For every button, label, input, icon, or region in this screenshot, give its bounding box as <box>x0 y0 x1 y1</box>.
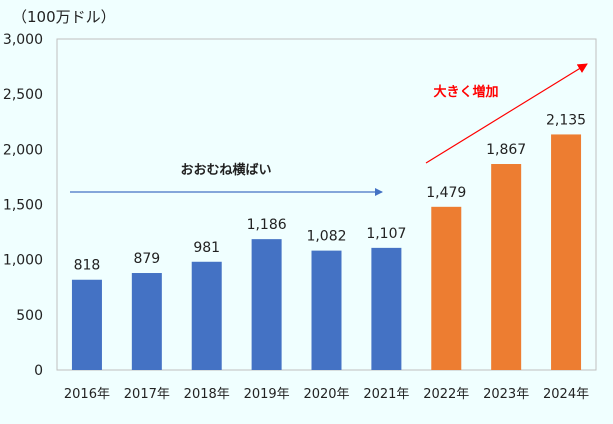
data-label: 1,867 <box>486 142 526 158</box>
x-tick-label: 2022年 <box>423 387 469 402</box>
y-tick-label: 1,500 <box>3 198 43 214</box>
bar-2018年 <box>191 261 222 370</box>
growth-trend-arrow <box>425 63 588 164</box>
y-tick-label: 1,000 <box>3 253 43 269</box>
data-label: 879 <box>133 251 160 267</box>
x-tick-label: 2020年 <box>303 387 349 402</box>
y-tick-label: 0 <box>34 363 43 379</box>
x-tick-label: 2018年 <box>184 387 230 402</box>
x-tick-label: 2023年 <box>483 387 529 402</box>
data-label: 1,082 <box>306 229 346 245</box>
x-tick-label: 2017年 <box>124 387 170 402</box>
data-label: 818 <box>74 258 101 274</box>
data-label: 2,135 <box>546 112 586 128</box>
bar-2021年 <box>371 247 402 370</box>
y-tick-label: 2,000 <box>3 142 43 158</box>
y-tick-label: 500 <box>16 308 43 324</box>
y-tick-label: 2,500 <box>3 87 43 103</box>
flat-trend-label: おおむね横ばい <box>180 162 271 178</box>
bar-2023年 <box>491 164 522 370</box>
x-tick-label: 2021年 <box>363 387 409 402</box>
y-axis-unit-label: （100万ドル） <box>12 8 116 26</box>
bar-2016年 <box>71 279 102 370</box>
bar-2020年 <box>311 250 342 370</box>
y-tick-label: 3,000 <box>3 32 43 48</box>
bar-2024年 <box>551 134 582 370</box>
x-tick-label: 2019年 <box>244 387 290 402</box>
x-tick-label: 2016年 <box>64 387 110 402</box>
data-label: 1,479 <box>426 185 466 201</box>
data-label: 981 <box>193 240 220 256</box>
x-tick-label: 2024年 <box>543 387 589 402</box>
data-label: 1,107 <box>366 226 406 242</box>
bar-2019年 <box>251 239 282 370</box>
bar-2017年 <box>131 273 162 370</box>
growth-trend-label: 大きく増加 <box>433 84 498 100</box>
data-label: 1,186 <box>247 217 287 233</box>
bar-2022年 <box>431 206 462 370</box>
